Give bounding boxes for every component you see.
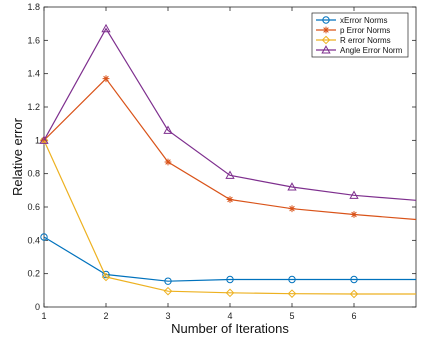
- data-point: [226, 275, 234, 284]
- data-point: [102, 270, 110, 279]
- x-axis-label: Number of Iterations: [171, 321, 289, 336]
- x-tick-label: 1: [41, 311, 46, 321]
- x-tick-label: 5: [289, 311, 294, 321]
- x-tick-label: 2: [103, 311, 108, 321]
- y-tick-label: 0.8: [27, 169, 40, 179]
- series-layer: [39, 23, 417, 299]
- data-point: [164, 158, 172, 166]
- legend-label: R error Norms: [340, 36, 391, 45]
- data-point: [102, 75, 110, 83]
- x-tick-label: 6: [351, 311, 356, 321]
- y-tick-label: 1.8: [27, 2, 40, 12]
- legend-item: Angle Error Norm: [316, 45, 403, 55]
- data-point: [350, 275, 358, 284]
- data-point: [164, 277, 172, 285]
- series-line: [43, 140, 416, 295]
- legend-item: p Error Norms: [316, 26, 390, 35]
- series-line: [43, 236, 416, 282]
- y-tick-label: 0: [35, 302, 40, 312]
- series: [39, 23, 417, 201]
- y-axis: 0 0.2 0.4 0.6 0.8 1 1.2 1.4 1.6 1.8: [27, 2, 416, 312]
- legend-item: xError Norms: [316, 16, 388, 25]
- series: [40, 233, 416, 285]
- legend-label: xError Norms: [340, 16, 388, 25]
- data-point: [288, 205, 296, 213]
- legend-item: R error Norms: [316, 35, 391, 45]
- data-point: [225, 170, 235, 179]
- data-point: [321, 35, 331, 45]
- y-tick-label: 1.6: [27, 35, 40, 45]
- data-point: [226, 196, 234, 203]
- data-point: [322, 16, 330, 24]
- data-point: [287, 182, 297, 191]
- data-point: [101, 272, 111, 282]
- x-tick-label: 3: [165, 311, 170, 321]
- data-point: [349, 190, 359, 199]
- y-axis-label: Relative error: [10, 117, 25, 196]
- data-point: [163, 286, 173, 296]
- legend-label: p Error Norms: [340, 26, 390, 35]
- y-tick-label: 0.6: [27, 202, 40, 212]
- data-point: [39, 136, 49, 145]
- y-tick-label: 1.4: [27, 69, 40, 79]
- data-point: [101, 23, 111, 33]
- y-tick-label: 0.2: [27, 269, 40, 279]
- y-tick-label: 1.2: [27, 102, 40, 112]
- x-tick-label: 4: [227, 311, 232, 321]
- data-point: [321, 45, 331, 54]
- data-point: [40, 233, 48, 241]
- y-tick-label: 0.4: [27, 235, 40, 245]
- data-point: [322, 26, 330, 34]
- data-point: [163, 125, 173, 134]
- x-axis: 1 2 3 4 5 6: [41, 7, 357, 321]
- series-line: [43, 27, 417, 201]
- y-tick-label: 1: [35, 135, 40, 145]
- data-point: [288, 275, 296, 284]
- data-point: [287, 289, 297, 298]
- data-point: [225, 288, 235, 298]
- data-point: [350, 211, 358, 218]
- data-point: [349, 289, 359, 299]
- data-point: [39, 135, 49, 144]
- legend-label: Angle Error Norm: [340, 46, 403, 55]
- series: [39, 136, 416, 299]
